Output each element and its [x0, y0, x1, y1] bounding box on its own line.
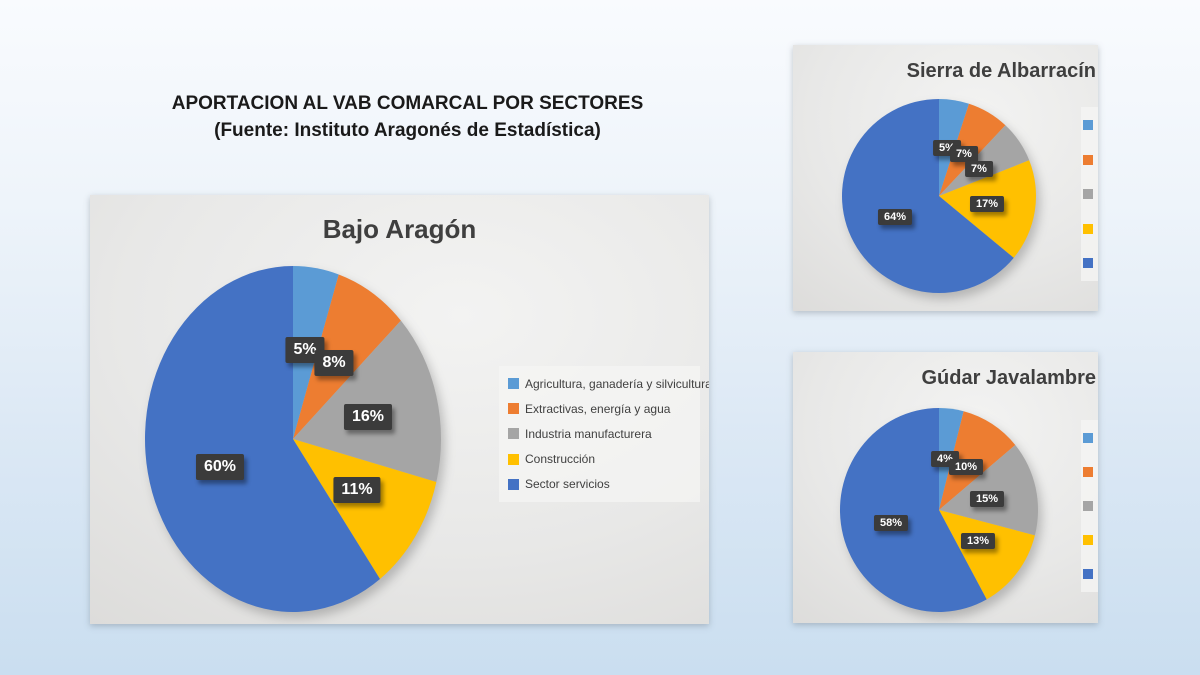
pie-data-label: 64% [877, 209, 913, 225]
pie-data-label: 15% [969, 491, 1005, 507]
pie-data-label: 60% [195, 454, 245, 480]
legend-swatch-agricultura-icon [1083, 120, 1093, 130]
legend-item-servicios: Sector servicios [508, 477, 698, 491]
pie-data-label: 58% [873, 515, 909, 531]
legend-swatch-agricultura-icon [1083, 433, 1093, 443]
legend-swatch-industria-icon [1083, 189, 1093, 199]
legend-label-construccion: Construcción [525, 452, 596, 467]
legend-swatch-industria-icon [508, 428, 519, 440]
legend-swatch-servicios-icon [1083, 258, 1093, 268]
legend-item-construccion: Construcción [508, 452, 698, 466]
pie-slice-construcción [293, 439, 437, 579]
chart-title-bajo-aragon: Bajo Aragón [322, 214, 477, 244]
pie-data-label: 8% [314, 350, 354, 376]
pie-data-label: 7% [965, 161, 993, 177]
pie-slice-sector-servicios [839, 408, 987, 612]
legend-sierra-albarracin-clipped [1081, 107, 1098, 281]
chart-panel-sierra-albarracin: Sierra de Albarracín 5% 7% 7% 17% 64% [793, 45, 1098, 311]
legend-bajo-aragon: Agricultura, ganadería y silvicultura Ex… [499, 366, 709, 502]
pie-data-label: 17% [969, 196, 1005, 212]
legend-swatch-construccion-icon [1083, 535, 1093, 545]
legend-swatch-construccion-icon [508, 453, 519, 465]
legend-label-servicios: Sector servicios [525, 477, 610, 492]
pie-chart-sierra-albarracin [842, 99, 1037, 293]
chart-panel-gudar-javalambre: Gúdar Javalambre 4% 10% 15% 13% 58% [793, 352, 1098, 623]
pie-data-label: 10% [948, 459, 984, 475]
chart-title-sierra-albarracin: Sierra de Albarracín [906, 60, 1096, 82]
pie-slice-sector-servicios [144, 266, 380, 612]
legend-swatch-servicios-icon [1083, 569, 1093, 579]
pie-data-label: 11% [333, 477, 381, 503]
pie-slice-construcción [939, 510, 1035, 600]
pie-data-label: 7% [950, 146, 978, 162]
legend-swatch-agricultura-icon [508, 378, 519, 390]
pie-chart-gudar-javalambre [839, 408, 1039, 612]
chart-title-gudar-javalambre: Gúdar Javalambre [921, 367, 1096, 389]
legend-swatch-extractivas-icon [1083, 154, 1093, 165]
legend-label-agricultura: Agricultura, ganadería y silvicultura [525, 376, 709, 391]
legend-swatch-extractivas-icon [508, 403, 519, 415]
pie-data-label: 16% [343, 404, 393, 430]
slide-title-line2: (Fuente: Instituto Aragonés de Estadísti… [214, 120, 601, 141]
pie-slice-industria-manufacturera [939, 125, 1030, 196]
pie-slice-industria-manufacturera [293, 320, 442, 483]
legend-item-agricultura: Agricultura, ganadería y silvicultura [508, 377, 709, 391]
legend-label-industria: Industria manufacturera [525, 426, 652, 441]
legend-swatch-extractivas-icon [1083, 467, 1093, 477]
chart-panel-bajo-aragon: Bajo Aragón 5% 8% 16% 11% 60% Agricultura, g… [90, 195, 709, 624]
legend-swatch-industria-icon [1083, 501, 1093, 511]
legend-item-industria: Industria manufacturera [508, 427, 698, 441]
slide-title-line1: APORTACION AL VAB COMARCAL POR SECTORES [171, 93, 644, 114]
pie-slice-industria-manufacturera [939, 444, 1039, 536]
legend-item-extractivas: Extractivas, energía y agua [508, 402, 698, 416]
legend-gudar-javalambre-clipped [1081, 420, 1098, 592]
legend-swatch-construccion-icon [1083, 223, 1093, 234]
legend-label-extractivas: Extractivas, energía y agua [525, 401, 671, 416]
legend-swatch-servicios-icon [508, 478, 519, 490]
pie-data-label: 13% [960, 533, 996, 549]
pie-slice-sector-servicios [842, 99, 1014, 293]
slide-title: APORTACION AL VAB COMARCAL POR SECTORES … [100, 90, 715, 144]
